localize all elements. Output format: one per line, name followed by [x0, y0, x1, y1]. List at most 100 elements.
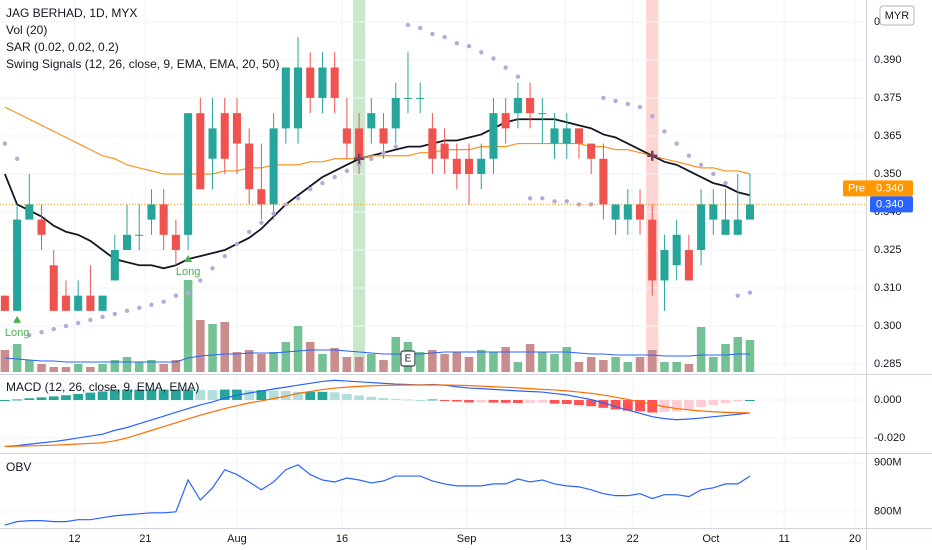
macd-histogram-bar: [268, 390, 279, 401]
sar-dot: [27, 332, 32, 338]
candle-body: [159, 204, 168, 235]
volume-bar: [318, 354, 327, 372]
y-tick-label: 0.365: [874, 130, 902, 142]
candle-body: [245, 143, 254, 190]
indicator-label: SAR (0.02, 0.02, 0.2): [6, 40, 119, 54]
macd-histogram-bar: [720, 400, 731, 404]
candle-body: [379, 128, 388, 144]
macd-histogram-bar: [109, 389, 120, 401]
volume-bar: [122, 357, 132, 372]
volume-bar: [672, 362, 681, 372]
macd-histogram-bar: [195, 389, 206, 401]
macd-histogram-bar: [354, 395, 364, 401]
volume-bar: [25, 360, 34, 372]
sar-dot: [503, 65, 508, 70]
macd-histogram-bar: [745, 400, 755, 402]
sar-dot: [283, 202, 289, 207]
sar-dot: [674, 141, 679, 146]
volume-bar: [73, 364, 83, 372]
volume-bar: [49, 367, 59, 372]
macd-histogram-bar: [647, 400, 658, 413]
signal-arrow: [13, 315, 22, 323]
sar-dot: [137, 305, 142, 311]
y-tick-label: 900M: [874, 457, 902, 469]
sar-dot: [637, 104, 643, 110]
volume-bar: [293, 326, 303, 372]
volume-bar: [623, 362, 633, 372]
volume-bar: [208, 324, 217, 372]
ema-line: [4, 118, 751, 270]
volume-bar: [244, 350, 254, 372]
sar-dot: [564, 199, 569, 204]
x-tick-label: 11: [778, 533, 789, 545]
sar-dot: [613, 98, 618, 104]
macd-histogram-bar: [378, 397, 389, 401]
volume-ma-line: [4, 349, 750, 363]
volume-bar: [501, 347, 510, 372]
candle-body: [135, 234, 144, 236]
sar-dot: [185, 290, 191, 295]
volume-bar: [464, 357, 474, 372]
volume-bar: [220, 322, 230, 372]
x-tick-label: Aug: [227, 533, 247, 545]
volume-bar: [745, 340, 755, 372]
macd-histogram-bar: [36, 397, 47, 401]
candle-body: [721, 219, 730, 235]
sar-dot: [332, 174, 337, 180]
sar-dot: [466, 44, 472, 49]
signal-band: [352, 0, 366, 372]
volume-bar: [611, 357, 620, 372]
sar-dot: [417, 25, 423, 31]
cross-marker: [647, 150, 658, 161]
sar-dot: [650, 113, 655, 119]
volume-bar: [415, 352, 425, 372]
candle-body: [550, 128, 559, 144]
candle-body: [25, 204, 34, 220]
x-tick-label: 22: [627, 533, 639, 545]
macd-histogram-bar: [574, 400, 584, 406]
price-tag-value: 0.340: [876, 198, 904, 210]
x-tick-label: Oct: [702, 533, 719, 545]
volume-bar: [0, 350, 10, 372]
sar-dot: [405, 22, 411, 28]
candle-body: [709, 204, 718, 220]
candle-body: [684, 250, 693, 281]
candle-body: [403, 97, 412, 99]
sar-dot: [540, 196, 545, 201]
sar-dot: [161, 299, 166, 304]
x-tick-label: 20: [849, 533, 861, 545]
volume-bar: [538, 352, 547, 372]
candle-body: [599, 158, 608, 205]
sar-dot: [51, 326, 56, 332]
candle-body: [428, 128, 437, 159]
sar-dot: [625, 101, 631, 107]
macd-histogram-bar: [403, 399, 413, 401]
y-tick-label: 0.310: [874, 282, 902, 294]
volume-bar: [281, 342, 291, 372]
volume-bar: [513, 362, 523, 372]
sar-dot: [124, 308, 130, 314]
sar-dot: [295, 196, 301, 201]
volume-bar: [269, 352, 278, 372]
macd-histogram-bar: [219, 389, 230, 401]
macd-histogram-bar: [464, 400, 474, 403]
volume-bar: [635, 357, 645, 372]
pane-title: MACD (12, 26, close, 9, EMA, EMA): [6, 380, 199, 394]
sar-dot: [344, 168, 350, 174]
sar-dot: [308, 186, 313, 192]
candle-body: [196, 113, 205, 190]
macd-histogram-bar: [207, 390, 218, 401]
sar-dot: [39, 329, 44, 335]
candle-body: [318, 67, 327, 98]
sar-dot: [393, 144, 398, 149]
volume-bar: [367, 354, 376, 372]
candle-body: [391, 97, 400, 129]
sar-dot: [234, 241, 240, 247]
volume-bar: [196, 320, 205, 372]
sar-dot: [711, 171, 716, 177]
sar-dot: [515, 74, 521, 79]
candle-body: [122, 234, 132, 251]
macd-histogram-bar: [24, 398, 35, 401]
macd-histogram-bar: [158, 389, 169, 401]
candle-body: [733, 219, 742, 235]
